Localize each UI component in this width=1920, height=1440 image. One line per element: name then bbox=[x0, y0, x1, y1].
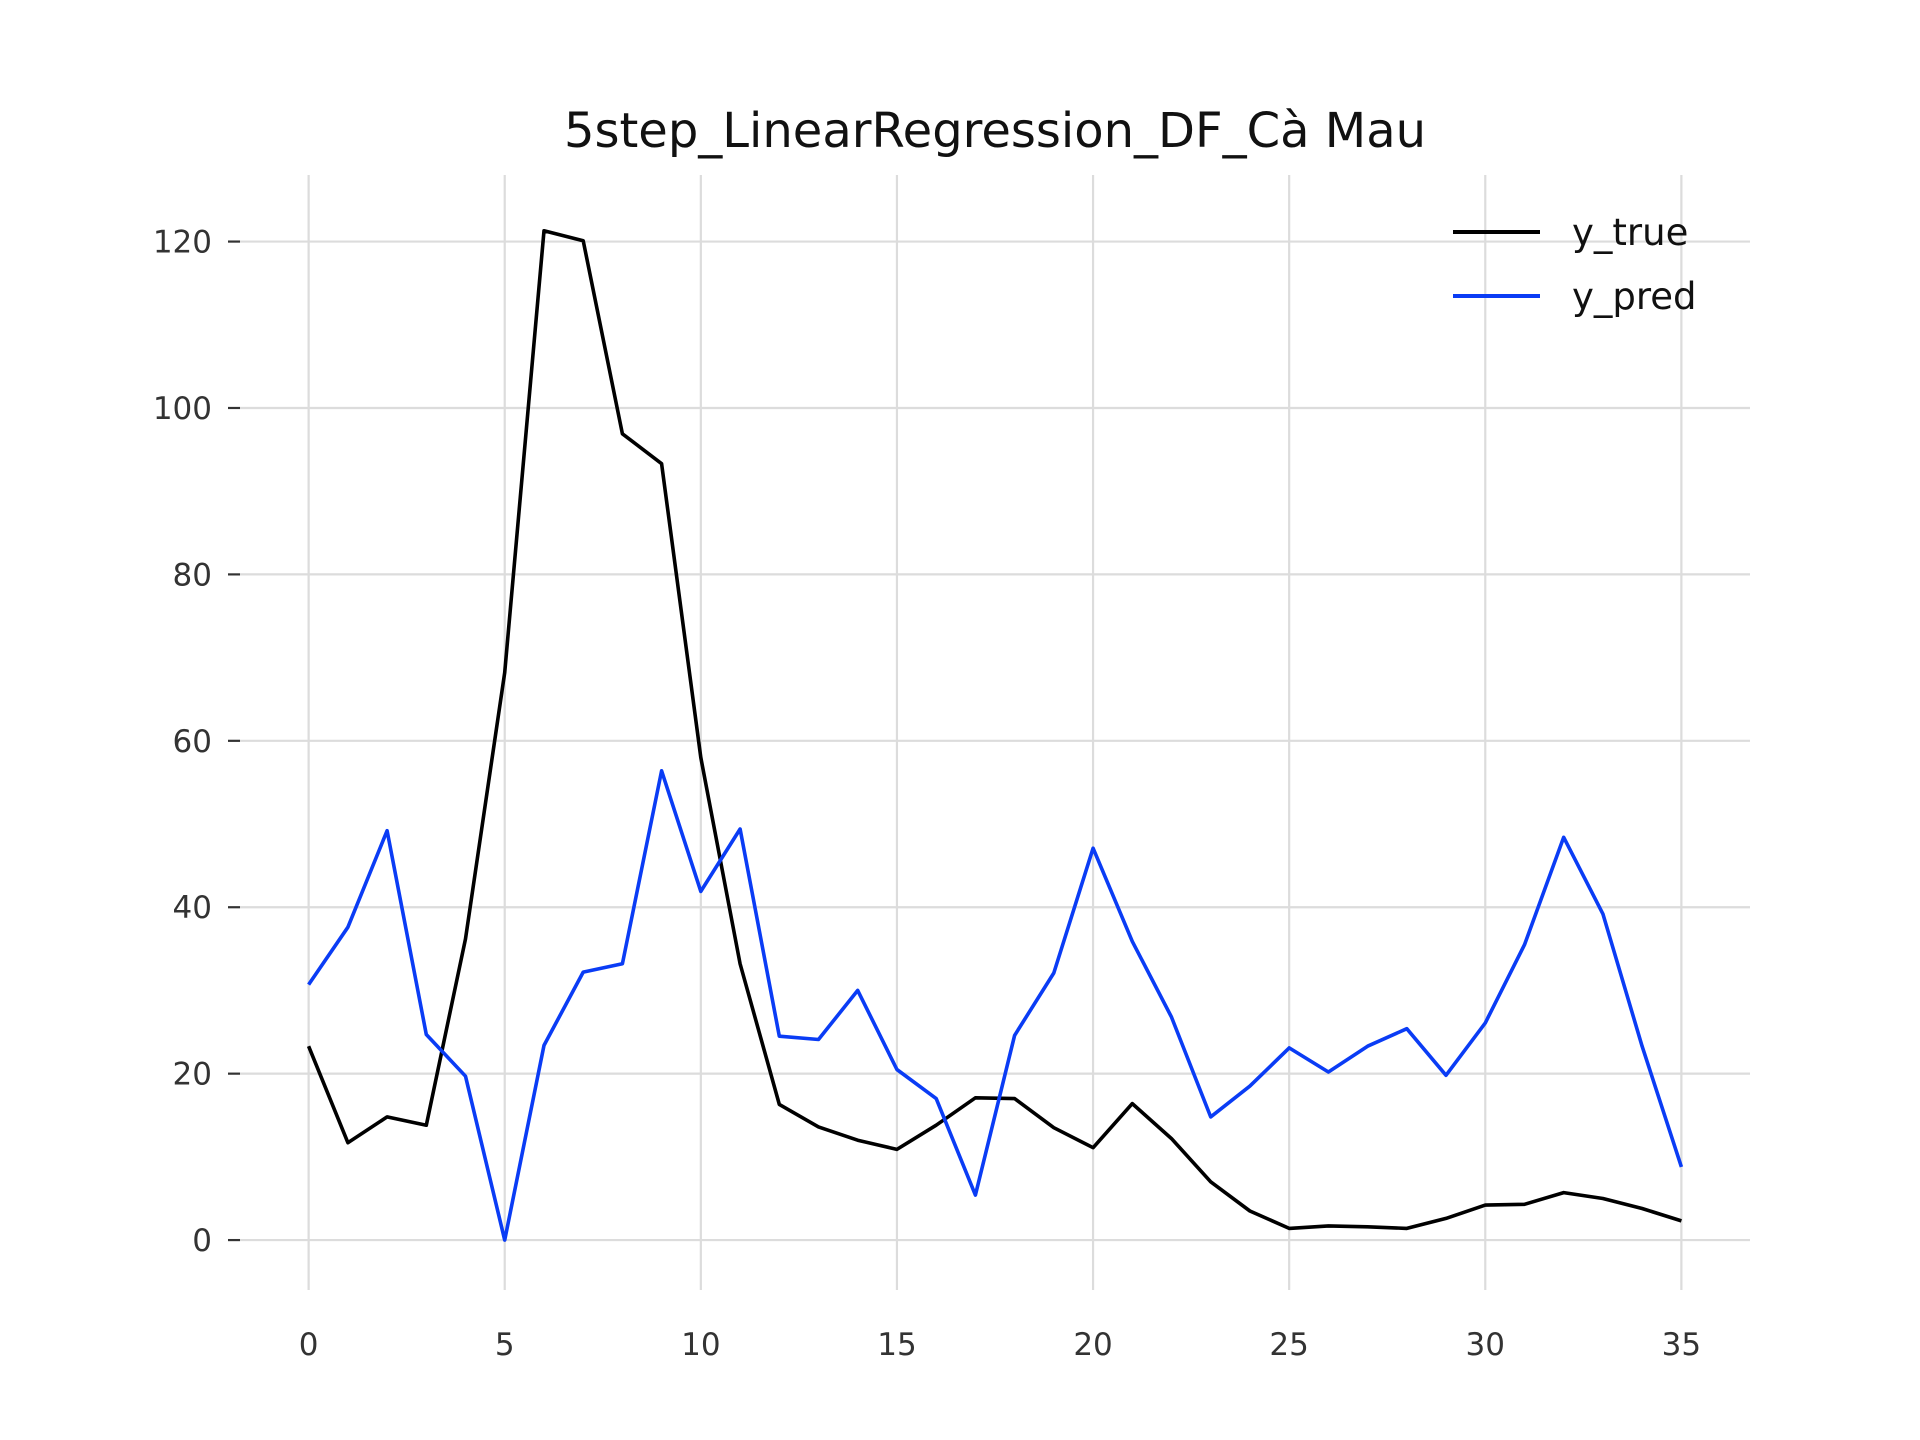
series-lines bbox=[306, 229, 1684, 1242]
x-tick-label: 5 bbox=[495, 1327, 515, 1363]
series-line-y-true bbox=[306, 229, 1682, 1231]
legend-label-y-pred: y_pred bbox=[1572, 275, 1697, 318]
y-tick-label: 100 bbox=[153, 391, 212, 427]
series-line-y-pred bbox=[307, 768, 1684, 1242]
x-tick-label: 25 bbox=[1269, 1327, 1308, 1363]
y-tick-label: 120 bbox=[153, 225, 212, 261]
x-tick-label: 20 bbox=[1073, 1327, 1112, 1363]
legend-label-y-true: y_true bbox=[1572, 211, 1688, 254]
x-tick-label: 10 bbox=[681, 1327, 720, 1363]
legend: y_true y_pred bbox=[1453, 211, 1697, 318]
chart-title: 5step_LinearRegression_DF_Cà Mau bbox=[564, 103, 1426, 159]
x-tick-label: 35 bbox=[1662, 1327, 1701, 1363]
axes: 0 5 10 15 20 25 30 35 0 20 40 60 80 100 120 bbox=[153, 225, 1701, 1363]
grid bbox=[240, 175, 1750, 1290]
y-tick-label: 0 bbox=[192, 1223, 212, 1259]
y-tick-label: 40 bbox=[173, 890, 212, 926]
x-tick-label: 30 bbox=[1466, 1327, 1505, 1363]
y-tick-label: 60 bbox=[173, 724, 212, 760]
x-tick-label: 15 bbox=[877, 1327, 916, 1363]
y-tick-label: 80 bbox=[173, 557, 212, 593]
y-tick-label: 20 bbox=[173, 1057, 212, 1093]
x-tick-label: 0 bbox=[299, 1327, 319, 1363]
